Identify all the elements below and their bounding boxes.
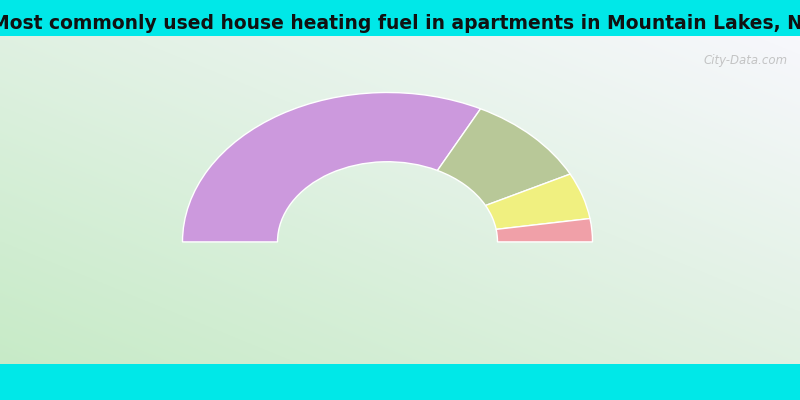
- Text: City-Data.com: City-Data.com: [703, 54, 787, 67]
- Wedge shape: [438, 109, 570, 206]
- Wedge shape: [496, 218, 593, 242]
- Wedge shape: [182, 92, 481, 242]
- Text: Most commonly used house heating fuel in apartments in Mountain Lakes, NJ: Most commonly used house heating fuel in…: [0, 14, 800, 33]
- Wedge shape: [486, 174, 590, 229]
